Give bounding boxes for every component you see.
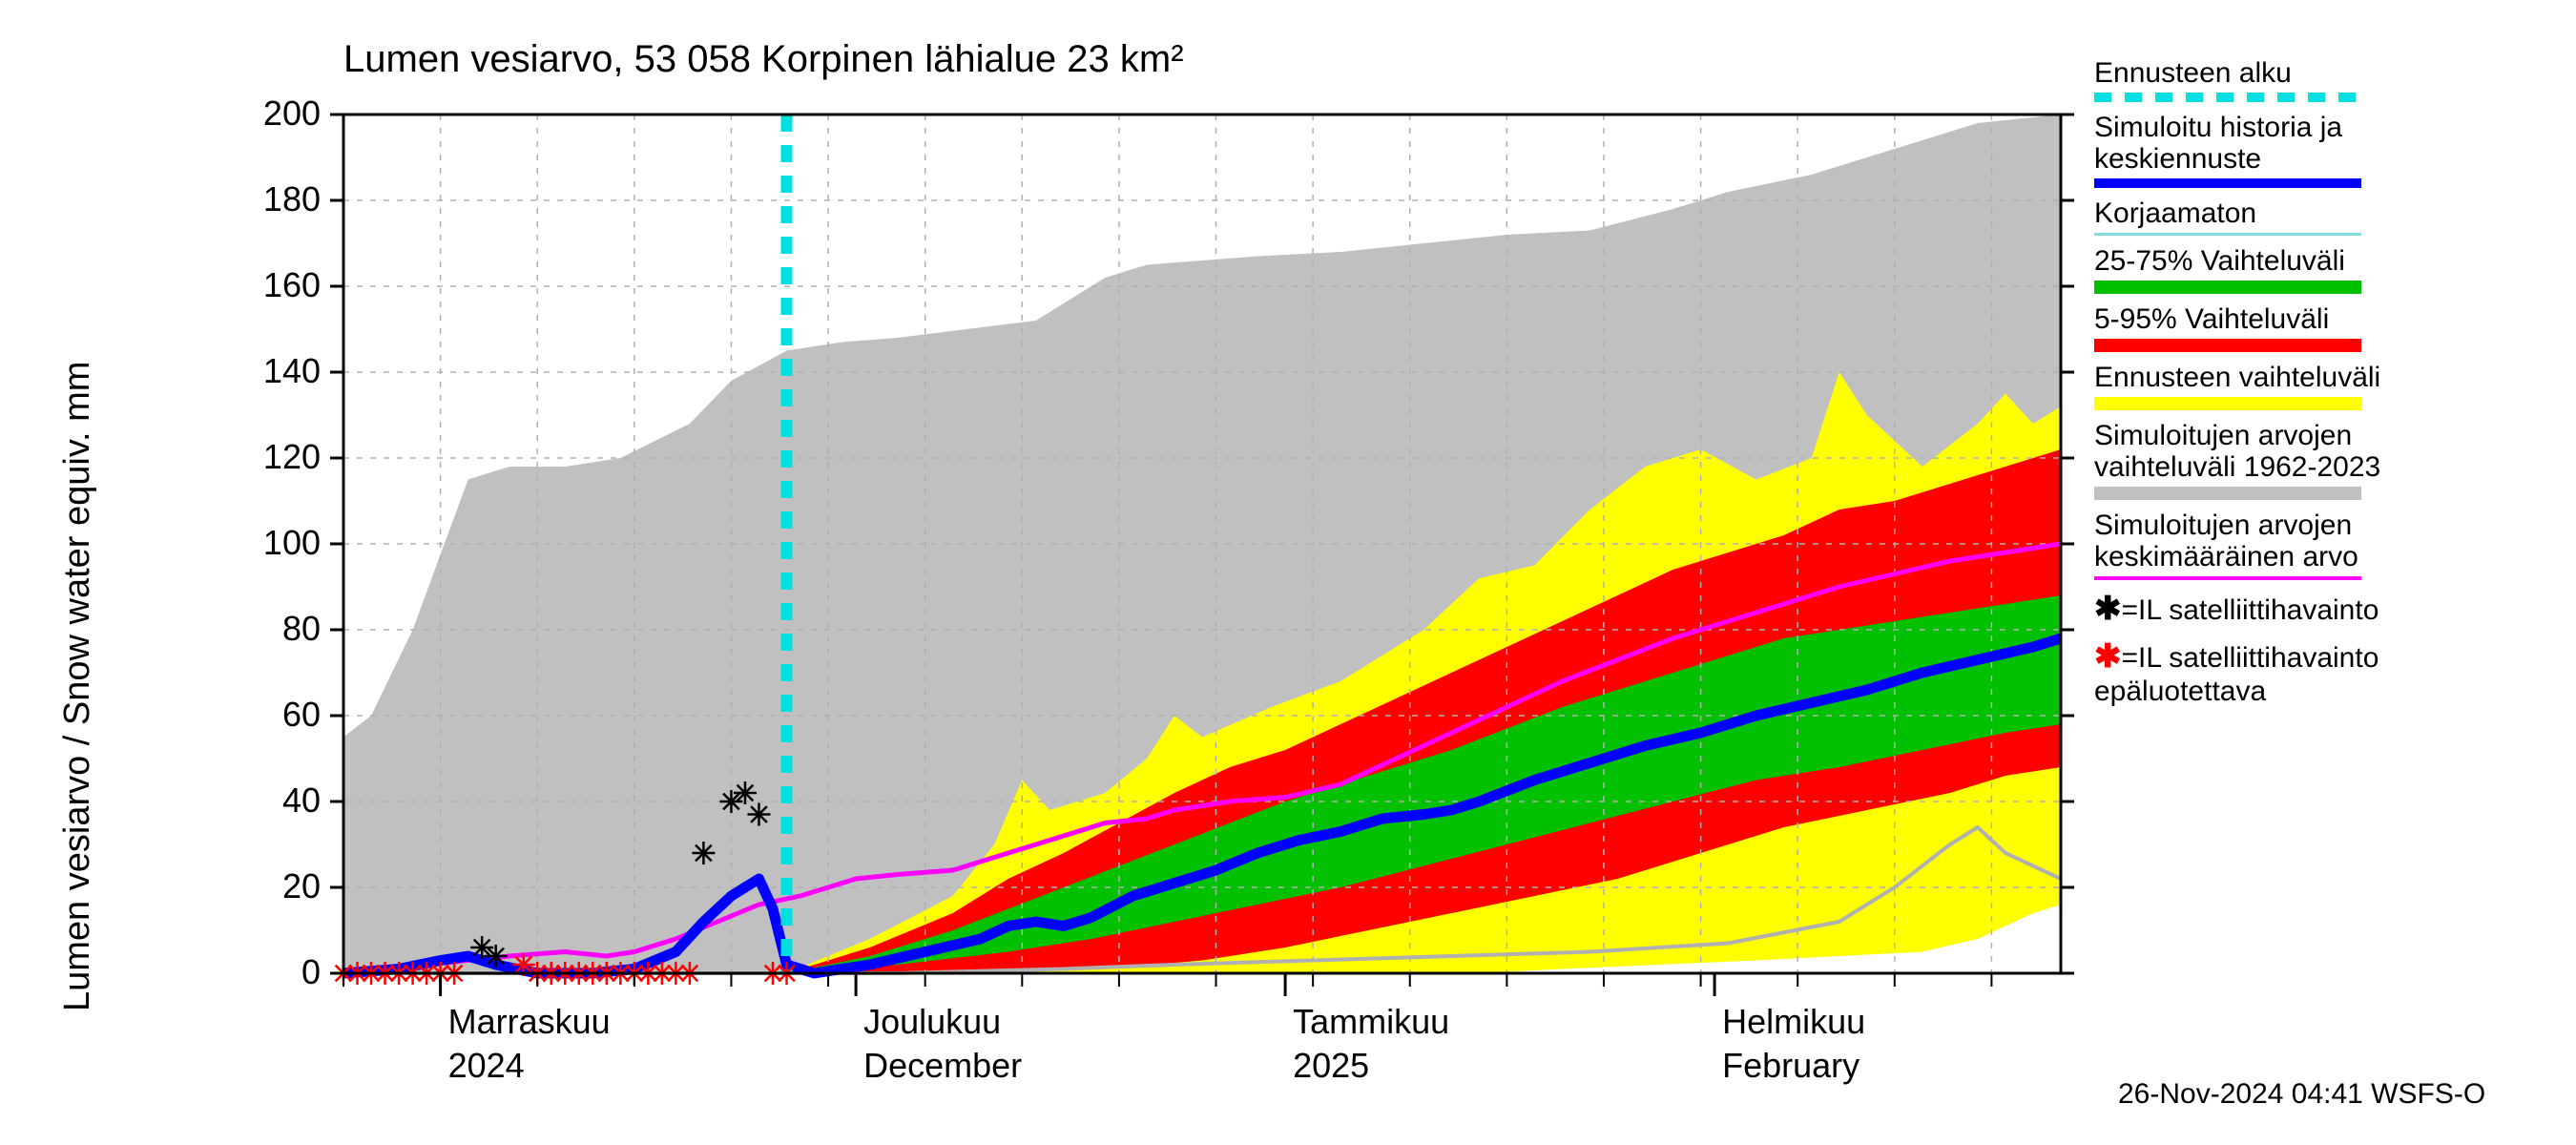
legend-marker-icon: ✱: [2094, 591, 2122, 627]
y-tick-label: 40: [282, 781, 321, 821]
x-month-sublabel: February: [1722, 1046, 1859, 1086]
x-month-label: Helmikuu: [1722, 1002, 1865, 1042]
y-tick-label: 20: [282, 866, 321, 906]
legend-swatch: [2094, 93, 2361, 102]
chart-container: Lumen vesiarvo, 53 058 Korpinen lähialue…: [0, 0, 2576, 1145]
y-tick-label: 160: [263, 265, 321, 305]
legend-item: Ennusteen alku: [2094, 57, 2562, 102]
legend-swatch: [2094, 397, 2361, 410]
legend-label: Simuloitujen arvojen: [2094, 420, 2562, 451]
legend-item: Simuloitujen arvojenkeskimääräinen arvo: [2094, 510, 2562, 580]
chart-title: Lumen vesiarvo, 53 058 Korpinen lähialue…: [343, 38, 1184, 81]
y-tick-label: 180: [263, 179, 321, 219]
legend-label: vaihteluväli 1962-2023: [2094, 451, 2562, 483]
y-tick-label: 140: [263, 351, 321, 391]
legend-label: keskimääräinen arvo: [2094, 541, 2562, 572]
legend-item: 5-95% Vaihteluväli: [2094, 303, 2562, 352]
legend-item: Korjaamaton: [2094, 198, 2562, 236]
legend-label: Korjaamaton: [2094, 198, 2562, 229]
legend-label: Ennusteen vaihteluväli: [2094, 362, 2562, 393]
y-tick-label: 0: [301, 952, 321, 992]
y-tick-label: 80: [282, 609, 321, 649]
legend-label: 5-95% Vaihteluväli: [2094, 303, 2562, 335]
legend: Ennusteen alkuSimuloitu historia jakeski…: [2094, 57, 2562, 710]
y-tick-label: 200: [263, 94, 321, 134]
legend-item: Simuloitujen arvojenvaihteluväli 1962-20…: [2094, 420, 2562, 500]
y-tick-label: 100: [263, 523, 321, 563]
legend-item: Ennusteen vaihteluväli: [2094, 362, 2562, 410]
legend-swatch: [2094, 487, 2361, 500]
legend-marker-icon: ✱: [2094, 638, 2122, 675]
legend-label: keskiennuste: [2094, 143, 2562, 175]
legend-swatch: [2094, 178, 2361, 188]
x-month-label: Joulukuu: [863, 1002, 1001, 1042]
x-month-label: Marraskuu: [448, 1002, 611, 1042]
x-month-label: Tammikuu: [1293, 1002, 1449, 1042]
legend-swatch: [2094, 576, 2361, 580]
x-month-sublabel: 2025: [1293, 1046, 1369, 1086]
legend-label: Ennusteen alku: [2094, 57, 2562, 89]
footer-timestamp: 26-Nov-2024 04:41 WSFS-O: [2118, 1078, 2485, 1111]
y-tick-label: 60: [282, 695, 321, 735]
legend-label: Simuloitu historia ja: [2094, 112, 2562, 143]
legend-item: 25-75% Vaihteluväli: [2094, 245, 2562, 294]
legend-marker-item: ✱=IL satelliittihavaintoepäluotettava: [2094, 637, 2562, 708]
legend-marker-label: =IL satelliittihavainto: [2122, 594, 2379, 626]
legend-swatch: [2094, 233, 2361, 236]
legend-marker-item: ✱=IL satelliittihavainto: [2094, 590, 2562, 628]
x-month-sublabel: December: [863, 1046, 1022, 1086]
legend-swatch: [2094, 281, 2361, 294]
legend-label: Simuloitujen arvojen: [2094, 510, 2562, 541]
legend-marker-label: =IL satelliittihavainto: [2122, 642, 2379, 674]
legend-swatch: [2094, 339, 2361, 352]
legend-item: Simuloitu historia jakeskiennuste: [2094, 112, 2562, 188]
y-axis-label: Lumen vesiarvo / Snow water equiv. mm: [57, 362, 98, 1011]
y-tick-label: 120: [263, 437, 321, 477]
legend-label: 25-75% Vaihteluväli: [2094, 245, 2562, 277]
x-month-sublabel: 2024: [448, 1046, 525, 1086]
